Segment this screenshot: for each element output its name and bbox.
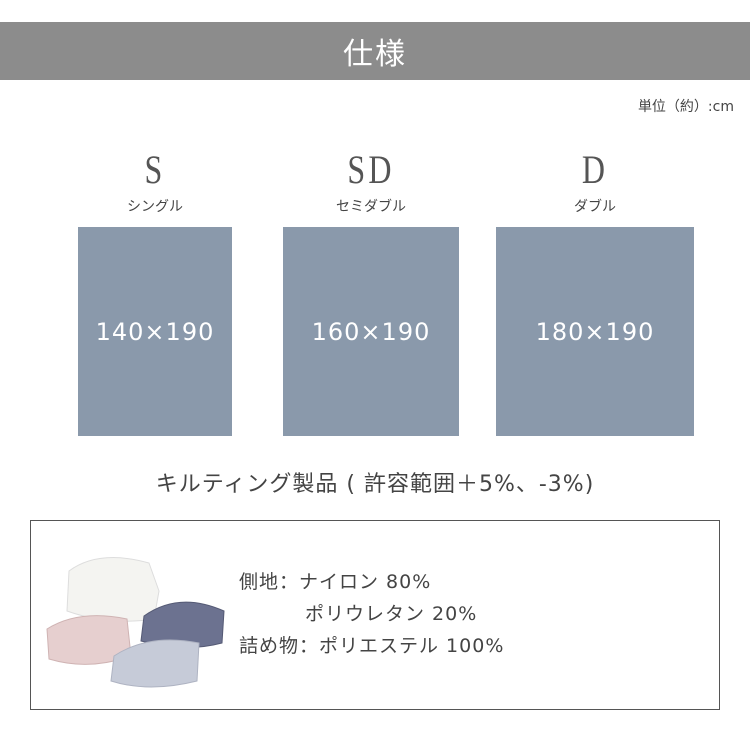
size-semidouble-heading: SD セミダブル: [283, 150, 459, 216]
outer-fabric-label: 側地：: [239, 571, 300, 593]
size-name: ダブル: [574, 199, 616, 215]
materials-panel: 側地：ナイロン 80% ポリウレタン 20% 詰め物：ポリエステル 100%: [30, 520, 720, 710]
tolerance-note: キルティング製品 ( 許容範囲＋5%、-3%): [155, 472, 595, 497]
product-photo: [46, 557, 225, 688]
light-blue-comforter: [110, 639, 200, 688]
outer-fabric-value-2: ポリウレタン 20%: [305, 603, 478, 625]
unit-label: 単位（約）:cm: [637, 99, 734, 115]
filling-label: 詰め物：: [239, 635, 320, 657]
size-code: D: [581, 147, 609, 192]
outer-fabric-value-1: ナイロン 80%: [299, 571, 432, 593]
white-comforter: [66, 557, 160, 622]
size-box-single: 140×190: [78, 227, 232, 436]
size-box-double: 180×190: [496, 227, 694, 436]
size-single-heading: S シングル: [78, 150, 232, 216]
header-bar: 仕様: [0, 22, 750, 80]
size-name: シングル: [127, 199, 183, 215]
filling-value: ポリエステル 100%: [319, 635, 505, 657]
materials-spec: 側地：ナイロン 80% ポリウレタン 20% 詰め物：ポリエステル 100%: [239, 566, 504, 662]
size-name: セミダブル: [336, 199, 406, 215]
size-double-heading: D ダブル: [496, 150, 694, 216]
size-box-semidouble: 160×190: [283, 227, 459, 436]
page-title: 仕様: [343, 37, 407, 72]
size-code: SD: [347, 147, 395, 192]
size-code: S: [144, 147, 166, 192]
